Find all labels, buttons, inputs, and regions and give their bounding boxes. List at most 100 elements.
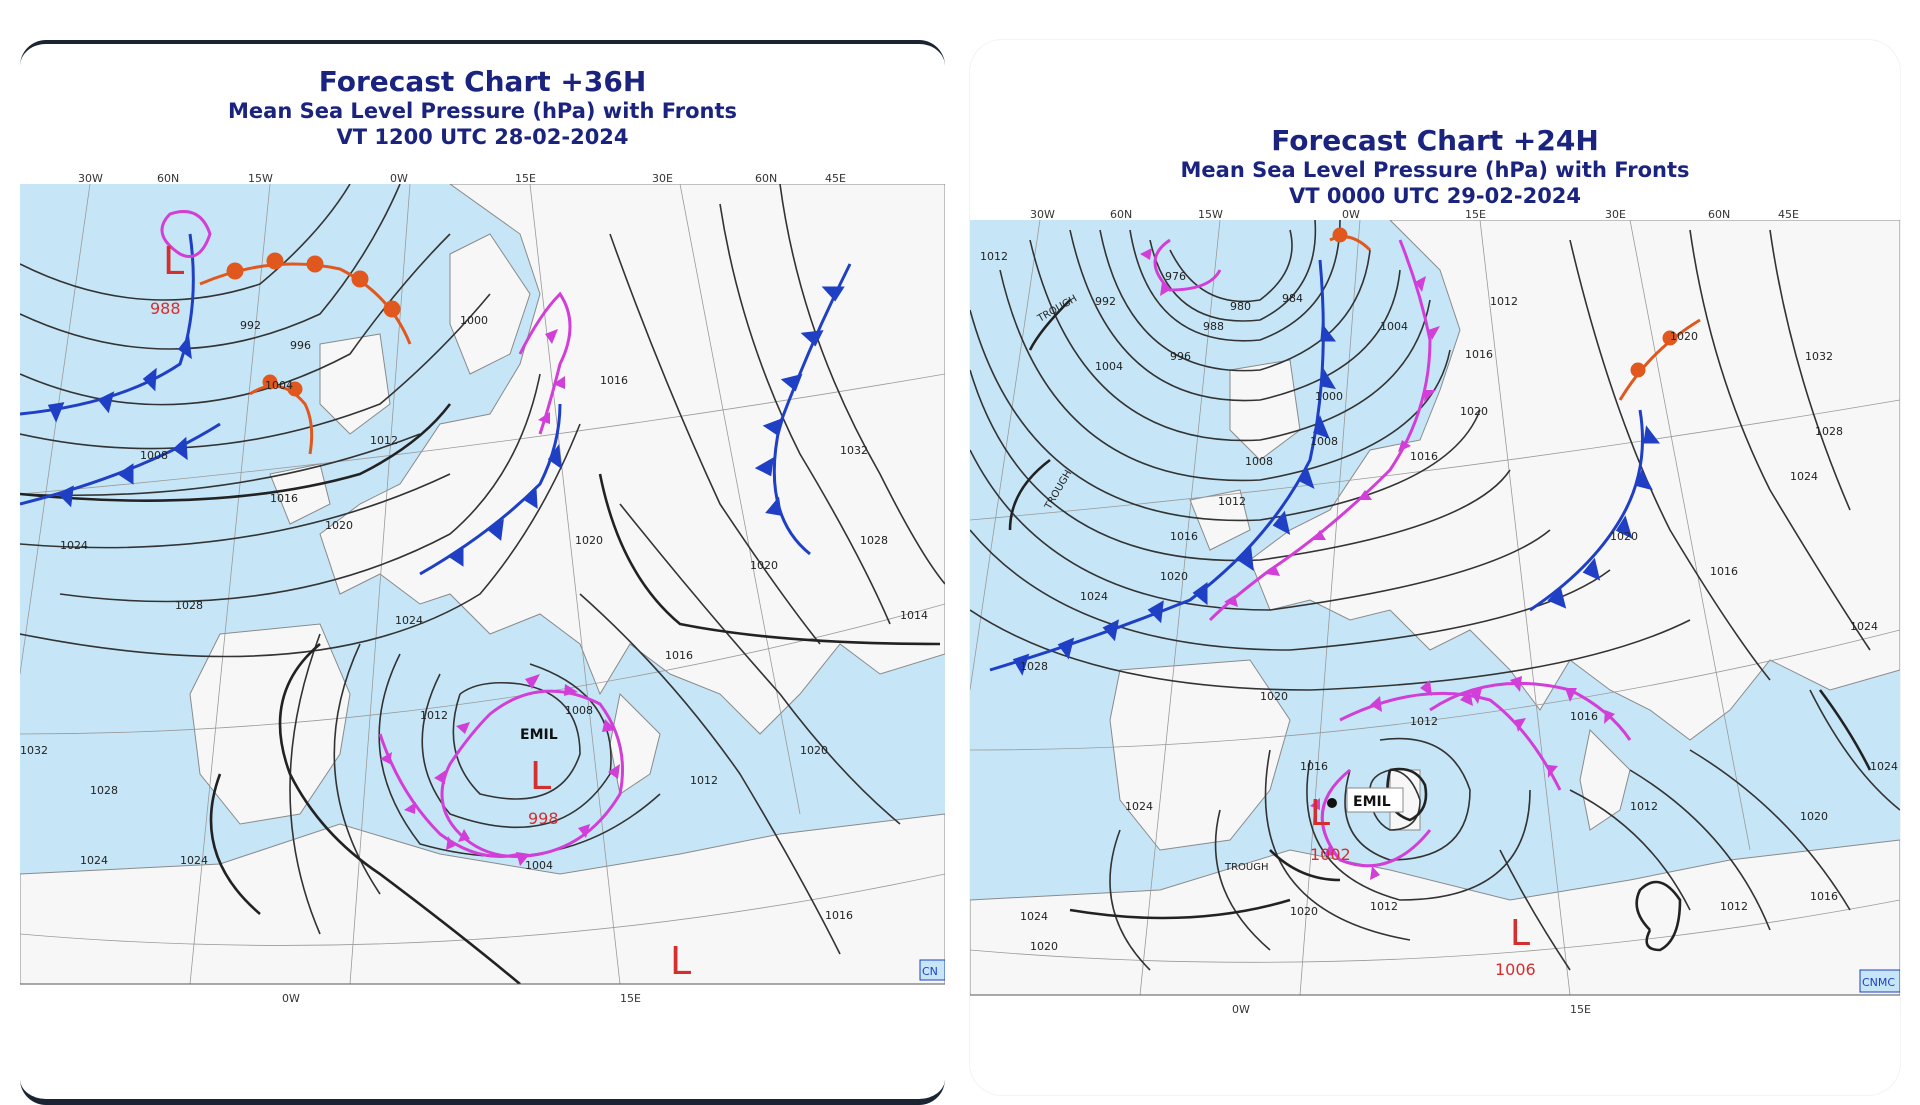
isobar-label: 1024 [1080, 590, 1108, 603]
cold-fronts [989, 259, 1661, 676]
isobar-label: 996 [290, 339, 311, 352]
isobar-label: 1032 [20, 744, 48, 757]
tick-label: 15E [620, 992, 641, 1005]
isobar-label: 1016 [1465, 348, 1493, 361]
isobar-label: 1004 [265, 379, 293, 392]
chart-title: Forecast Chart +24H [1271, 124, 1599, 157]
low-pressure-value: 1002 [1310, 845, 1351, 864]
isobar-label: 1020 [1260, 690, 1288, 703]
cold-fronts [20, 233, 852, 576]
chart-heading: Forecast Chart +24H Mean Sea Level Press… [970, 125, 1900, 209]
isobar-label: 1024 [80, 854, 108, 867]
isobar-label: 1024 [1020, 910, 1048, 923]
isobar-label: 1024 [1850, 620, 1878, 633]
isobar-label: 980 [1230, 300, 1251, 313]
isobar-label: 1016 [1410, 450, 1438, 463]
warm-fronts [1329, 227, 1701, 401]
isobar-label: 1008 [1310, 435, 1338, 448]
isobar-label: 1012 [690, 774, 718, 787]
isobar-label: 988 [1203, 320, 1224, 333]
isobar-label: 1020 [325, 519, 353, 532]
isobar-label: 1012 [370, 434, 398, 447]
storm-name-box [1346, 787, 1404, 813]
isobar-label: 1020 [1290, 905, 1318, 918]
land-masses [970, 220, 1900, 995]
pressure-map: L 1002 EMIL L 1006 TROUGH TROUGH TROUGH … [970, 210, 1900, 1016]
occluded-fronts [160, 210, 624, 858]
tick-label: 60N [1708, 210, 1730, 221]
bold-isobars [1008, 299, 1872, 952]
isobar-label: 1024 [1125, 800, 1153, 813]
low-pressure-symbol: L [1310, 793, 1330, 834]
isobar-label: 1024 [180, 854, 208, 867]
isobar-label: 1024 [395, 614, 423, 627]
isobar-label: 1004 [1380, 320, 1408, 333]
forecast-chart-36h: Forecast Chart +36H Mean Sea Level Press… [20, 40, 945, 1105]
isobar-label: 1028 [175, 599, 203, 612]
isobar-label: 1012 [980, 250, 1008, 263]
tick-label: 30W [78, 174, 103, 185]
isobar-label: 1024 [60, 539, 88, 552]
agency-logo-text: CN [922, 965, 938, 978]
isobar-label: 1016 [1300, 760, 1328, 773]
isobar-label: 1020 [800, 744, 828, 757]
isobar-label: 1028 [90, 784, 118, 797]
low-pressure-symbol: L [163, 239, 184, 283]
isobar-label: 1004 [525, 859, 553, 872]
isobar-label: 1020 [1610, 530, 1638, 543]
isobar-label: 1012 [1720, 900, 1748, 913]
tick-label: 15E [1465, 210, 1486, 221]
isobar-label: 976 [1165, 270, 1186, 283]
isobars [20, 184, 945, 955]
isobar-label: 1012 [1370, 900, 1398, 913]
isobar-label: 1008 [565, 704, 593, 717]
tick-label: 15E [1570, 1003, 1591, 1016]
isobar-label: 992 [1095, 295, 1116, 308]
tick-label: 30W [1030, 210, 1055, 221]
tick-label: 60N [1110, 210, 1132, 221]
isobar-label: 1000 [460, 314, 488, 327]
tick-label: 15W [248, 174, 273, 185]
isobar-label: 1008 [1245, 455, 1273, 468]
isobar-label: 1020 [1160, 570, 1188, 583]
isobar-label: 1012 [1218, 495, 1246, 508]
isobar-label: 1008 [140, 449, 168, 462]
tick-label: 0W [390, 174, 408, 185]
isobar-value-labels: 992 996 1000 1004 1008 1012 1016 1020 10… [20, 314, 928, 922]
tick-label: 15W [1198, 210, 1223, 221]
longitude-ticks-top: 30W 60N 15W 0W 15E 30E 60N 45E [78, 174, 846, 185]
isobar-label: 1020 [1800, 810, 1828, 823]
isobar-label: 1016 [1710, 565, 1738, 578]
graticule [970, 220, 1900, 995]
isobar-label: 1024 [1870, 760, 1898, 773]
isobar-label: 1016 [1570, 710, 1598, 723]
longitude-ticks-top: 30W 60N 15W 0W 15E 30E 60N 45E [1030, 210, 1799, 221]
low-pressure-value: 1006 [1495, 960, 1536, 979]
chart-valid-time: VT 0000 UTC 29-02-2024 [1288, 184, 1582, 208]
isobar-label: 1028 [1815, 425, 1843, 438]
tick-label: 45E [1778, 210, 1799, 221]
pressure-map: L 988 L 998 L EMIL 992 996 1000 1004 100… [20, 174, 945, 1005]
chart-heading: Forecast Chart +36H Mean Sea Level Press… [20, 66, 945, 150]
tick-label: 15E [515, 174, 536, 185]
tick-label: 45E [825, 174, 846, 185]
chart-title: Forecast Chart +36H [318, 65, 647, 98]
isobar-label: 1024 [1790, 470, 1818, 483]
isobar-label: 1016 [1170, 530, 1198, 543]
longitude-ticks-bottom: 0W 15E [282, 992, 641, 1005]
chart-valid-time: VT 1200 UTC 28-02-2024 [336, 125, 629, 149]
isobar-label: 992 [240, 319, 261, 332]
occluded-front-symbols [1140, 248, 1615, 880]
longitude-ticks-bottom: 0W 15E [1232, 1003, 1591, 1016]
tick-label: 0W [1342, 210, 1360, 221]
tick-label: 60N [755, 174, 777, 185]
isobar-label: 1016 [825, 909, 853, 922]
tick-label: 0W [282, 992, 300, 1005]
agency-logo [919, 959, 945, 981]
occluded-front-symbols [380, 329, 620, 866]
tick-label: 30E [1605, 210, 1626, 221]
isobar-label: 1020 [1460, 405, 1488, 418]
isobar-label: 1000 [1315, 390, 1343, 403]
isobar-label: 1016 [270, 492, 298, 505]
isobar-label: 1028 [1020, 660, 1048, 673]
